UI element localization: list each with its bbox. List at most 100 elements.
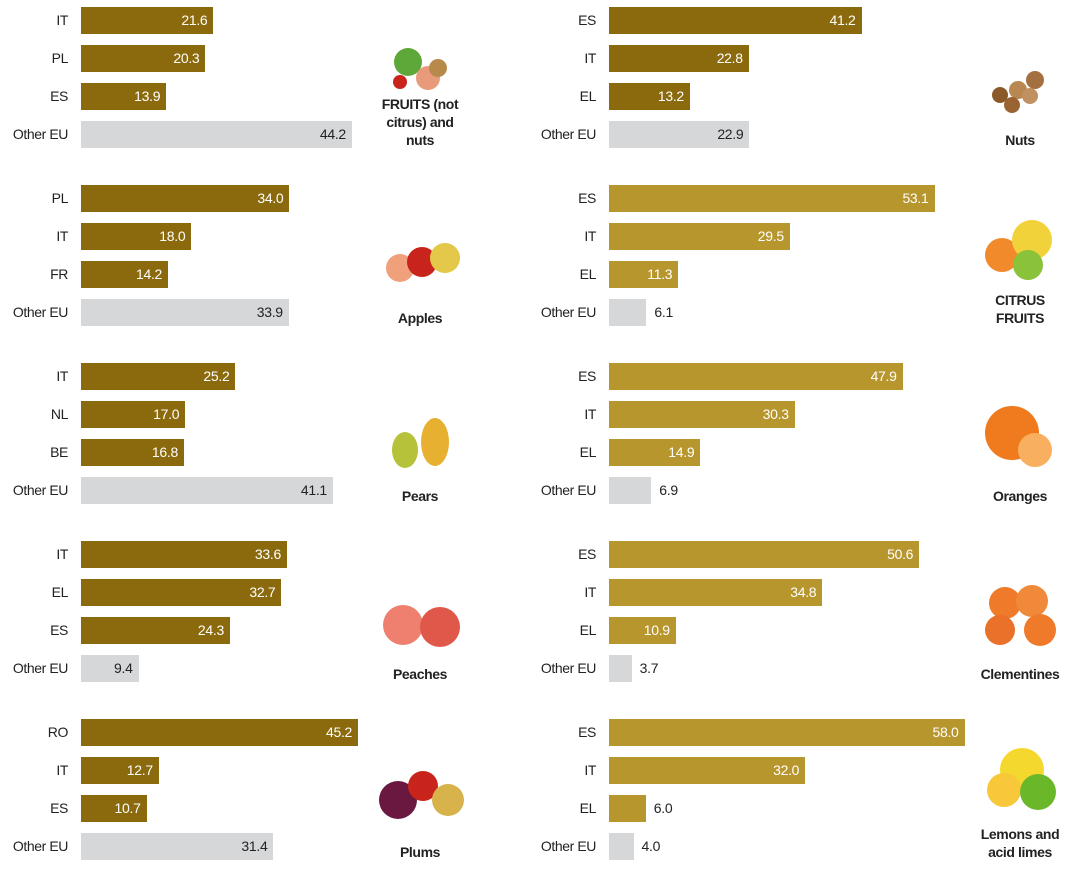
value-label: 53.1: [902, 190, 929, 206]
value-label: 45.2: [326, 724, 353, 740]
category-label: Other EU: [540, 660, 597, 676]
chart-title: FRUITS (not citrus) and nuts: [381, 96, 459, 148]
bar: [81, 185, 290, 212]
value-label: 10.7: [114, 800, 141, 816]
category-label: IT: [56, 762, 68, 778]
category-label: IT: [56, 12, 68, 28]
category-label: Other EU: [12, 126, 69, 142]
chart-title: Plums: [399, 844, 440, 860]
category-label: NL: [50, 406, 69, 422]
plums-icon: [379, 771, 464, 819]
category-label: ES: [578, 724, 596, 740]
value-label: 41.2: [829, 12, 856, 28]
value-label: 16.8: [151, 444, 178, 460]
value-label: 9.4: [114, 660, 133, 676]
nuts-icon: [992, 71, 1044, 113]
fruit-icon: [393, 48, 447, 90]
category-label: Other EU: [540, 838, 597, 854]
category-label: ES: [50, 800, 68, 816]
bar: [609, 795, 646, 822]
value-label: 11.3: [647, 266, 673, 282]
category-label: IT: [584, 584, 596, 600]
chart-title: Oranges: [993, 488, 1047, 504]
bar: [609, 579, 823, 606]
category-label: RO: [47, 724, 69, 740]
pears-icon: [392, 418, 449, 468]
category-label: ES: [578, 12, 596, 28]
apples-icon: [386, 243, 460, 282]
chart-title: Lemons and acid limes: [980, 826, 1060, 860]
bar: [609, 223, 790, 250]
bar: [609, 363, 903, 390]
bar: [81, 261, 169, 288]
bar: [81, 363, 236, 390]
lemon-icon: [987, 748, 1056, 810]
bar: [609, 757, 806, 784]
chart-title: Nuts: [1005, 132, 1035, 148]
category-label: Other EU: [540, 304, 597, 320]
bar: [609, 439, 701, 466]
bar: [81, 83, 167, 110]
chart-title: CITRUS FRUITS: [995, 292, 1045, 326]
category-label: EL: [51, 584, 69, 600]
value-label: 13.9: [134, 88, 161, 104]
bar: [81, 833, 274, 860]
category-label: IT: [584, 228, 596, 244]
category-label: Other EU: [12, 304, 69, 320]
value-label: 22.9: [717, 126, 744, 142]
bar: [81, 401, 186, 428]
value-label: 4.0: [641, 838, 661, 854]
bar: [609, 617, 676, 644]
bar: [81, 795, 147, 822]
bar: [81, 299, 289, 326]
bar: [609, 7, 862, 34]
bar: [609, 261, 679, 288]
category-label: EL: [579, 444, 597, 460]
bar: [609, 655, 632, 682]
category-label: ES: [578, 546, 596, 562]
value-label: 47.9: [870, 368, 897, 384]
value-label: 30.3: [762, 406, 789, 422]
category-label: EL: [579, 622, 597, 638]
value-label: 32.7: [249, 584, 276, 600]
bar: [81, 757, 159, 784]
category-label: ES: [578, 190, 596, 206]
value-label: 50.6: [887, 546, 914, 562]
bar: [81, 439, 184, 466]
value-label: 34.0: [257, 190, 284, 206]
value-label: 13.2: [657, 88, 684, 104]
value-label: 6.1: [654, 304, 673, 320]
bar: [609, 833, 634, 860]
value-label: 24.3: [197, 622, 224, 638]
bar: [81, 719, 359, 746]
value-label: 25.2: [203, 368, 230, 384]
chart-title: Apples: [397, 310, 443, 326]
orange-icon: [985, 406, 1052, 467]
category-label: ES: [50, 88, 68, 104]
bar: [81, 223, 192, 250]
value-label: 3.7: [639, 660, 659, 676]
citrus-icon: [985, 220, 1052, 280]
bar: [81, 477, 333, 504]
category-label: IT: [584, 50, 596, 66]
value-label: 17.0: [153, 406, 180, 422]
category-label: Other EU: [12, 838, 69, 854]
value-label: 32.0: [773, 762, 800, 778]
value-label: 6.9: [659, 482, 678, 498]
bar: [81, 617, 230, 644]
category-label: IT: [584, 762, 596, 778]
category-label: PL: [51, 50, 69, 66]
bar: [609, 83, 690, 110]
value-label: 44.2: [319, 126, 346, 142]
value-label: 10.9: [643, 622, 670, 638]
category-label: Other EU: [540, 482, 597, 498]
value-label: 14.2: [135, 266, 163, 282]
bar: [81, 579, 282, 606]
peaches-icon: [383, 605, 460, 647]
bar: [81, 45, 206, 72]
value-label: 12.7: [126, 762, 153, 778]
bar: [609, 121, 750, 148]
category-label: EL: [579, 88, 597, 104]
category-label: EL: [579, 266, 597, 282]
category-label: Other EU: [12, 660, 69, 676]
